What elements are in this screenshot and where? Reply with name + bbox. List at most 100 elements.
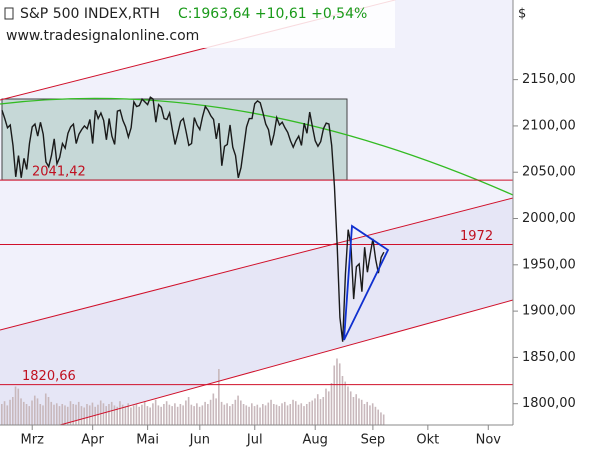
volume-bar [366, 401, 368, 425]
volume-bar [99, 400, 102, 425]
volume-bar [160, 406, 162, 425]
volume-bar [289, 404, 292, 425]
x-tick-label: Mai [136, 433, 159, 448]
volume-bar [292, 399, 294, 425]
volume-bar [349, 391, 352, 425]
volume-bar [75, 404, 77, 425]
volume-bar [355, 394, 358, 425]
volume-bar [207, 404, 209, 425]
volume-bar [360, 399, 363, 425]
volume-bar [86, 404, 88, 425]
y-tick-label: 2150,00 [522, 72, 576, 87]
volume-bar [259, 407, 261, 425]
volume-bar [352, 397, 355, 425]
volume-bar [278, 406, 281, 425]
y-tick-label: 2100,00 [522, 118, 576, 133]
volume-bar [66, 406, 69, 425]
volume-bar [267, 402, 270, 425]
x-tick-label: Nov [476, 433, 502, 448]
volume-bar [135, 404, 138, 425]
volume-bar [245, 405, 248, 425]
volume-bar [33, 395, 36, 425]
volume-bar [9, 399, 11, 425]
volume-bar [124, 406, 127, 425]
arc [0, 97, 514, 196]
volume-bar [187, 397, 190, 425]
volume-bar [193, 406, 195, 425]
volume-bar [256, 404, 259, 425]
volume-bar [132, 405, 135, 425]
volume-bar [286, 405, 289, 425]
volume-bar [305, 404, 308, 425]
volume-bar [374, 406, 377, 425]
x-tick-label: Jun [189, 433, 210, 448]
volume-bar [130, 407, 132, 425]
volume-bar [231, 404, 234, 425]
volume-bar [377, 409, 379, 425]
volume-bar [42, 405, 44, 425]
volume-bar [322, 397, 325, 425]
volume-bar [22, 401, 25, 425]
volume-bar [152, 403, 154, 425]
level-label: 1820,66 [22, 369, 76, 384]
volume-bar [212, 393, 215, 425]
volume-bar [308, 401, 311, 425]
header-bg [0, 0, 395, 48]
y-tick-label: 1950,00 [522, 257, 576, 272]
volume-bar [31, 400, 33, 425]
volume-bar [270, 399, 272, 425]
volume-bar [382, 414, 385, 425]
volume-bar [369, 405, 371, 425]
volume-bar [196, 403, 198, 425]
volume-bar [119, 401, 121, 425]
volume-bar [116, 406, 118, 425]
volume-bar [264, 405, 267, 425]
volume-bar [44, 393, 47, 425]
volume-bar [240, 400, 242, 425]
volume-bar [91, 402, 94, 425]
volume-bar [330, 383, 333, 425]
volume-bar [143, 401, 146, 425]
currency: $ [518, 7, 526, 22]
volume-bar [218, 369, 220, 425]
volume-bar [311, 400, 314, 425]
volume-bar [226, 403, 228, 425]
volume-bar [53, 404, 55, 425]
volume-bar [294, 401, 297, 425]
volume-bar [138, 406, 140, 425]
volume-bar [303, 406, 305, 425]
volume-bar [223, 404, 226, 425]
volume-bar [272, 404, 275, 425]
volume-bar [146, 406, 149, 425]
volume-bar [108, 404, 110, 425]
icon [4, 7, 14, 20]
volume-bar [234, 399, 237, 425]
x-tick-label: Mrz [21, 433, 45, 448]
volume-bar [201, 405, 204, 425]
volume-bar [185, 400, 187, 425]
volume-bar [344, 381, 347, 425]
x-tick-label: Aug [303, 433, 328, 448]
volume-bar [171, 406, 173, 425]
volume-bar [347, 386, 349, 425]
volume-bar [253, 406, 256, 425]
volume-bar [179, 404, 182, 425]
volume-bar [341, 376, 344, 425]
x-tick-label: Okt [416, 433, 439, 448]
volume-bar [69, 401, 72, 425]
volume-bar [182, 405, 184, 425]
volume-bar [176, 406, 179, 425]
volume-bar [102, 403, 105, 425]
volume-bar [283, 401, 286, 425]
volume-bar [47, 397, 50, 425]
x-tick-label: Sep [361, 433, 386, 448]
volume-bar [215, 398, 217, 425]
volume-bar [297, 404, 300, 425]
trend-line [59, 299, 514, 426]
volume-bar [17, 388, 20, 425]
volume-bar [88, 405, 91, 425]
volume-bar [25, 404, 28, 425]
volume-bar [94, 406, 97, 425]
volume-bar [300, 403, 303, 425]
